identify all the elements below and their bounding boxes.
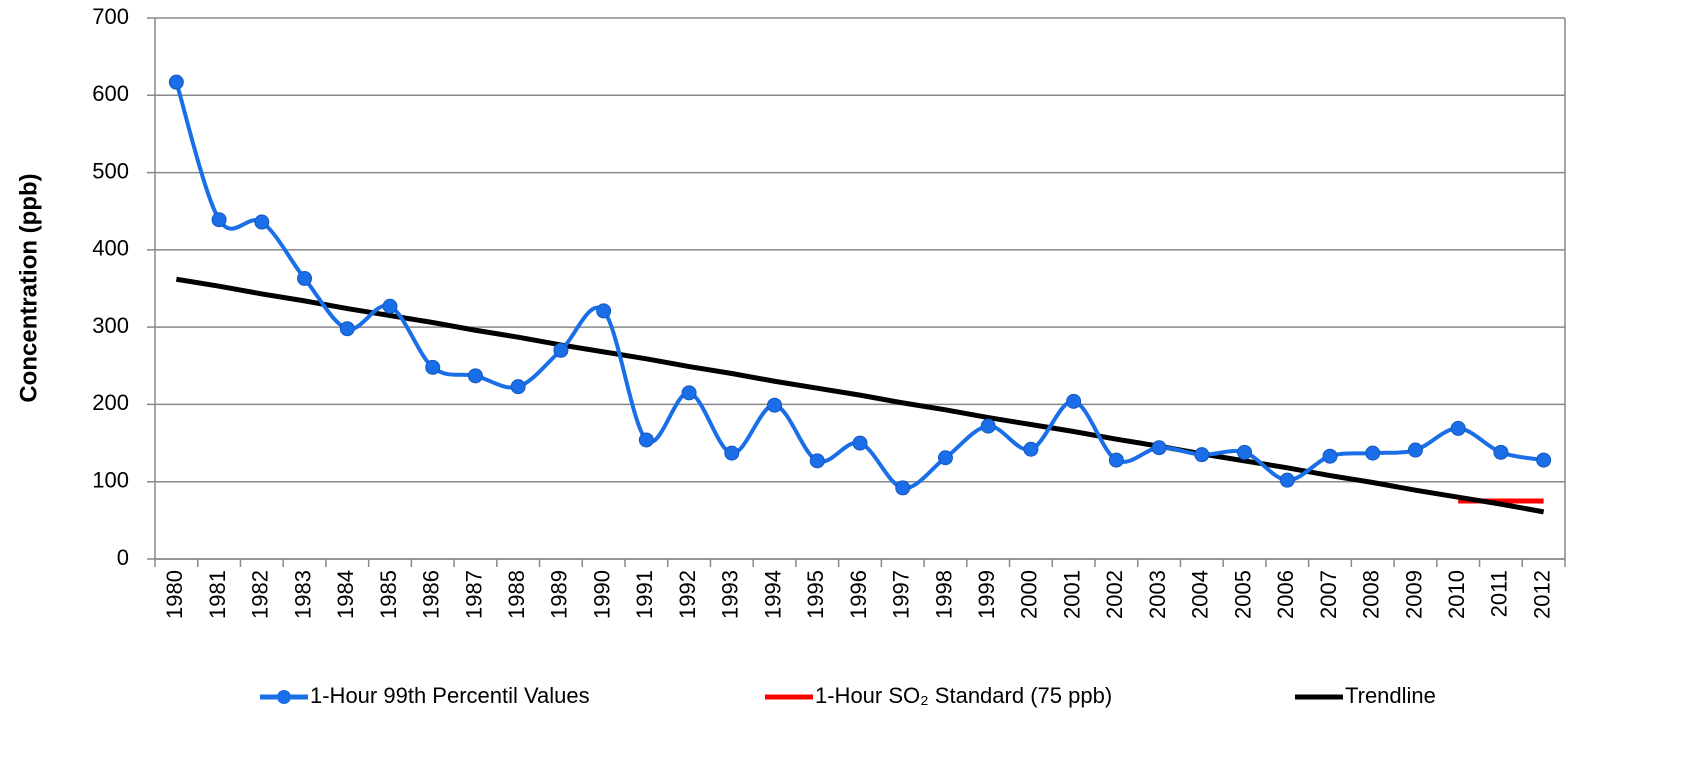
x-tick-label: 1985 <box>376 570 401 619</box>
x-tick-label: 1994 <box>760 570 785 619</box>
point-marker <box>1279 472 1295 488</box>
point-marker <box>1407 442 1423 458</box>
x-tick-label: 1999 <box>974 570 999 619</box>
x-tick-label: 1989 <box>547 570 572 619</box>
x-tick-label: 2004 <box>1188 570 1213 619</box>
point-marker <box>339 321 355 337</box>
point-marker <box>254 214 270 230</box>
x-tick-label: 1991 <box>632 570 657 619</box>
x-tick-label: 1993 <box>718 570 743 619</box>
point-marker <box>168 74 184 90</box>
y-tick-label: 500 <box>92 158 129 183</box>
x-tick-label: 1995 <box>803 570 828 619</box>
y-tick-label: 400 <box>92 236 129 261</box>
x-tick-label: 1992 <box>675 570 700 619</box>
series-line <box>174 81 1544 490</box>
x-tick-label: 1988 <box>504 570 529 619</box>
point-marker <box>980 418 996 434</box>
x-tick-label: 1990 <box>589 570 614 619</box>
x-tick-label: 2001 <box>1059 570 1084 619</box>
x-tick-label: 1996 <box>846 570 871 619</box>
point-marker <box>767 397 783 413</box>
point-marker <box>1322 448 1338 464</box>
point-marker <box>1108 452 1124 468</box>
point-marker <box>510 379 526 395</box>
point-marker <box>596 303 612 319</box>
x-tick-label: 2005 <box>1230 570 1255 619</box>
point-marker <box>1066 393 1082 409</box>
y-tick-label: 600 <box>92 81 129 106</box>
y-tick-label: 100 <box>92 468 129 493</box>
y-tick-label: 300 <box>92 313 129 338</box>
point-marker <box>895 480 911 496</box>
y-axis-label: Concentration (ppb) <box>15 173 42 402</box>
x-tick-label: 2011 <box>1487 570 1512 617</box>
x-tick-label: 2012 <box>1529 570 1554 619</box>
point-marker <box>1237 444 1253 460</box>
point-marker <box>1194 447 1210 463</box>
x-tick-label: 1984 <box>333 570 358 619</box>
point-marker <box>1023 441 1039 457</box>
x-tick-label: 2010 <box>1444 570 1469 619</box>
legend-label: 1-Hour SO₂ Standard (75 ppb) <box>815 683 1112 708</box>
x-tick-label: 1981 <box>205 570 230 619</box>
point-marker <box>681 385 697 401</box>
x-tick-label: 2000 <box>1017 570 1042 619</box>
point-marker <box>211 212 227 228</box>
point-marker <box>467 368 483 384</box>
point-marker <box>638 432 654 448</box>
x-tick-label: 1986 <box>419 570 444 619</box>
point-marker <box>1365 445 1381 461</box>
legend-label: Trendline <box>1345 683 1436 708</box>
point-marker <box>852 435 868 451</box>
x-tick-label: 2008 <box>1359 570 1384 619</box>
x-tick-label: 1983 <box>290 570 315 619</box>
x-tick-label: 2009 <box>1401 570 1426 619</box>
x-tick-label: 1982 <box>248 570 273 619</box>
point-marker <box>1450 420 1466 436</box>
x-tick-label: 1997 <box>889 570 914 619</box>
point-marker <box>297 270 313 286</box>
x-tick-label: 1987 <box>461 570 486 619</box>
point-marker <box>809 453 825 469</box>
x-tick-label: 2003 <box>1145 570 1170 619</box>
point-marker <box>937 450 953 466</box>
legend-label: 1-Hour 99th Percentil Values <box>310 683 590 708</box>
x-tick-label: 1998 <box>931 570 956 619</box>
series-line <box>175 276 1545 515</box>
y-tick-label: 0 <box>117 545 129 570</box>
point-marker <box>553 342 569 358</box>
x-tick-label: 1980 <box>162 570 187 619</box>
x-tick-label: 2007 <box>1316 570 1341 619</box>
point-marker <box>382 298 398 314</box>
point-marker <box>1493 444 1509 460</box>
x-tick-label: 2002 <box>1102 570 1127 619</box>
legend-marker <box>277 690 291 704</box>
x-tick-label: 2006 <box>1273 570 1298 619</box>
y-tick-label: 700 <box>92 4 129 29</box>
point-marker <box>1536 452 1552 468</box>
point-marker <box>724 445 740 461</box>
y-tick-label: 200 <box>92 390 129 415</box>
point-marker <box>1151 440 1167 456</box>
point-marker <box>425 359 441 375</box>
